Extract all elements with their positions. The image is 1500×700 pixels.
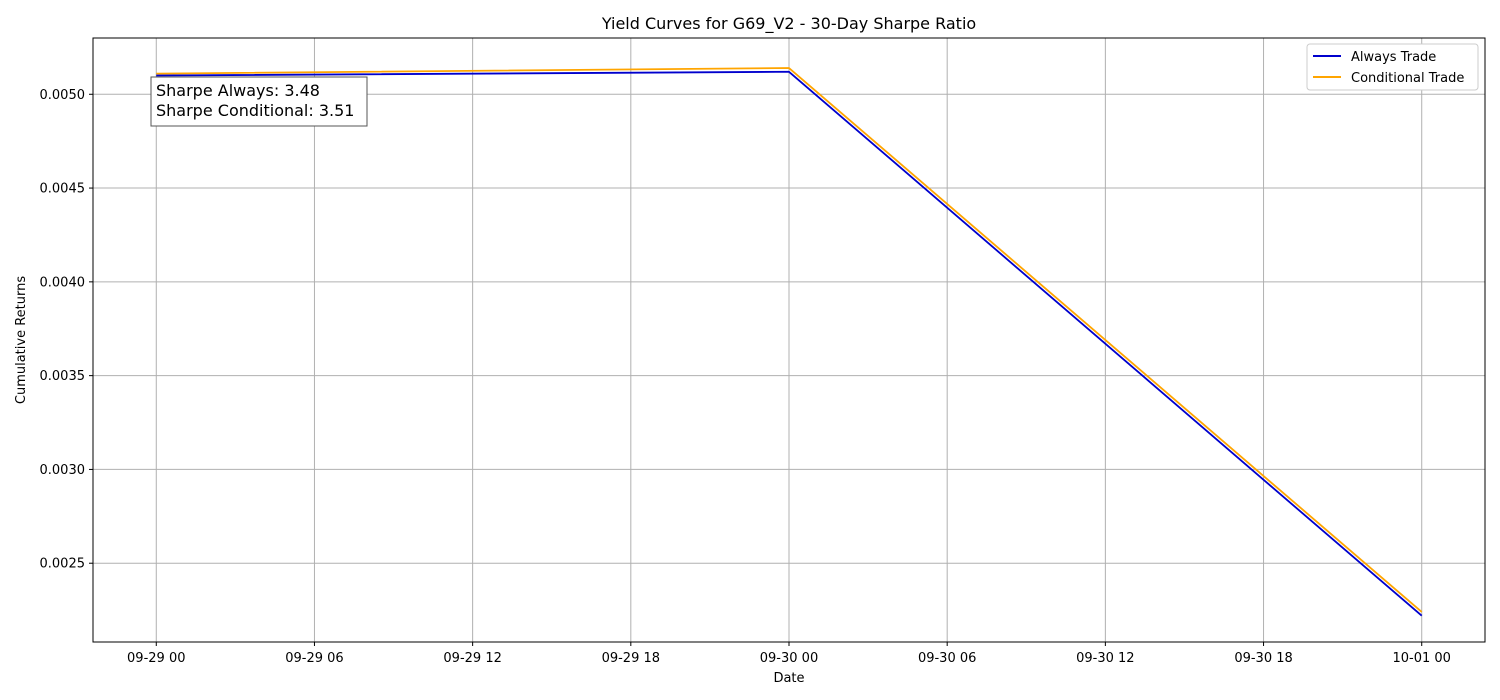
chart-title: Yield Curves for G69_V2 - 30-Day Sharpe … [601, 14, 976, 34]
x-tick-label: 09-29 00 [127, 651, 185, 666]
legend-label-conditional-trade: Conditional Trade [1351, 71, 1464, 86]
annotation-box: Sharpe Always: 3.48 Sharpe Conditional: … [150, 76, 368, 127]
annotation-line-2: Sharpe Conditional: 3.51 [156, 101, 354, 120]
y-tick-label: 0.0045 [40, 182, 86, 197]
x-tick-label: 09-30 18 [1234, 651, 1292, 666]
y-axis: 0.0025 0.0030 0.0035 0.0040 0.0045 0.0050 [40, 88, 93, 572]
y-axis-label: Cumulative Returns [14, 276, 29, 404]
grid [93, 38, 1485, 642]
y-tick-label: 0.0035 [40, 369, 86, 384]
x-tick-label: 09-29 18 [602, 651, 660, 666]
y-tick-label: 0.0050 [40, 88, 86, 103]
x-tick-label: 09-29 06 [285, 651, 343, 666]
legend-label-always-trade: Always Trade [1351, 50, 1436, 65]
series-layer [156, 67, 1423, 617]
x-tick-label: 09-30 00 [760, 651, 818, 666]
x-axis-label: Date [773, 671, 804, 686]
series-line-conditional-trade [156, 67, 1423, 613]
x-tick-label: 09-30 06 [918, 651, 976, 666]
y-tick-label: 0.0025 [40, 557, 86, 572]
x-tick-label: 10-01 00 [1393, 651, 1451, 666]
annotation-line-1: Sharpe Always: 3.48 [156, 81, 320, 100]
legend: Always Trade Conditional Trade [1306, 43, 1479, 91]
x-tick-label: 09-29 12 [443, 651, 501, 666]
x-tick-label: 09-30 12 [1076, 651, 1134, 666]
y-tick-label: 0.0040 [40, 275, 86, 290]
series-line-always-trade [156, 70, 1423, 617]
legend-box [1306, 43, 1479, 91]
y-tick-label: 0.0030 [40, 463, 86, 478]
x-axis: 09-29 00 09-29 06 09-29 12 09-29 18 09-30 00… [127, 642, 1451, 666]
